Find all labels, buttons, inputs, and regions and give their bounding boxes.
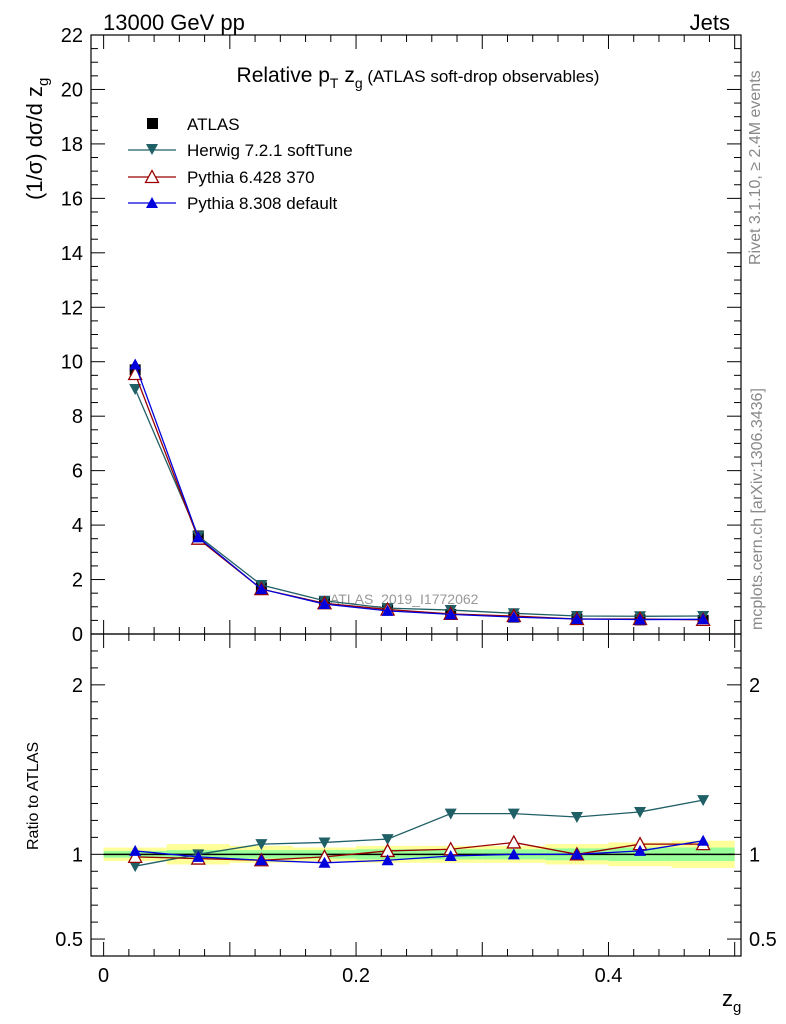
- ratio-point-pythia8: [129, 844, 142, 856]
- ratio-point-pythia8: [318, 856, 331, 868]
- ratio-y-tick-label-right: 0.5: [749, 929, 777, 951]
- legend-marker-pythia6: [144, 169, 160, 184]
- main-line-pythia8: [134, 364, 704, 621]
- ratio-line-pythia8: [135, 840, 704, 864]
- main-point-herwig: [129, 383, 142, 395]
- main-y-tick-label: 14: [61, 243, 83, 265]
- main-point-pythia8: [129, 358, 142, 370]
- ratio-point-herwig: [129, 861, 142, 873]
- legend-label-herwig: Herwig 7.2.1 softTune: [187, 141, 353, 160]
- main-series-pythia8: [129, 358, 710, 625]
- ratio-point-herwig: [381, 834, 394, 846]
- ratio-point-herwig: [507, 808, 520, 820]
- main-point-pythia8: [255, 583, 268, 595]
- ratio-x-tick-label: 0.4: [595, 965, 623, 987]
- main-y-tick-label: 6: [72, 461, 83, 483]
- header-right: Jets: [690, 10, 730, 35]
- legend-entry-pythia8: Pythia 8.308 default: [128, 194, 338, 213]
- ratio-series-herwig: [129, 795, 710, 873]
- main-y-axis-label: (1/σ) dσ/d zg: [22, 78, 52, 200]
- legend-label-pythia6: Pythia 6.428 370: [187, 168, 315, 187]
- ratio-point-herwig: [697, 795, 710, 807]
- ratio-point-herwig: [444, 808, 457, 820]
- legend-label-pythia8: Pythia 8.308 default: [187, 194, 338, 213]
- ratio-point-pythia8: [507, 848, 520, 860]
- legend: ATLAS Herwig 7.2.1 softTune Pythia 6.428…: [128, 115, 353, 213]
- main-point-pythia8: [507, 611, 520, 623]
- legend-marker-herwig: [146, 144, 158, 155]
- main-point-pythia8: [192, 531, 205, 543]
- main-y-tick-label: 22: [61, 25, 83, 47]
- main-point-pythia8: [570, 613, 583, 625]
- legend-entry-herwig: Herwig 7.2.1 softTune: [128, 141, 353, 160]
- main-panel: 0 2 4 6 8 10 12 14 16 18 20 22: [61, 25, 742, 646]
- ratio-x-tick-label: 0.2: [342, 965, 370, 987]
- main-y-tick-label: 10: [61, 352, 83, 374]
- legend-entry-pythia6: Pythia 6.428 370: [128, 168, 315, 187]
- ratio-point-pythia8: [444, 850, 457, 862]
- ratio-point-pythia6: [506, 834, 522, 849]
- main-point-pythia8: [444, 608, 457, 620]
- legend-entry-atlas: ATLAS: [147, 115, 240, 134]
- main-line-pythia6: [134, 373, 704, 621]
- ratio-frame: [90, 633, 742, 957]
- ratio-line-herwig: [135, 799, 704, 867]
- plot-title: Relative pT zg (ATLAS soft-drop observab…: [237, 64, 600, 91]
- main-point-pythia8: [318, 598, 331, 610]
- ratio-series-pythia8: [129, 834, 710, 868]
- main-series-atlas: [129, 364, 709, 626]
- mcplots-label: mcplots.cern.ch [arXiv:1306.3436]: [749, 388, 766, 630]
- rivet-label: Rivet 3.1.10, ≥ 2.4M events: [747, 70, 764, 265]
- ratio-point-pythia8: [381, 854, 394, 866]
- main-y-tick-label: 2: [72, 570, 83, 592]
- ratio-panel: 0 0.2 0.4 0.5 0.5 1 1 2 2: [55, 633, 777, 987]
- x-axis-label: zg: [722, 986, 741, 1016]
- main-y-tick-label: 20: [61, 79, 83, 101]
- ratio-point-herwig: [318, 837, 331, 849]
- ratio-point-pythia8: [697, 834, 710, 846]
- ratio-point-pythia8: [570, 848, 583, 860]
- legend-marker-atlas: [147, 118, 158, 129]
- main-y-tick-label: 16: [61, 188, 83, 210]
- ratio-x-tick-label: 0: [98, 965, 109, 987]
- ratio-point-herwig: [634, 806, 647, 818]
- main-point-pythia8: [634, 613, 647, 625]
- ratio-point-herwig: [255, 839, 268, 851]
- header-left: 13000 GeV pp: [103, 10, 245, 35]
- main-y-tick-label: 0: [72, 624, 83, 646]
- ratio-point-herwig: [570, 812, 583, 824]
- ratio-y-tick-label-right: 1: [749, 844, 760, 866]
- ratio-point-pythia8: [192, 850, 205, 862]
- ratio-point-pythia8: [255, 854, 268, 866]
- main-point-pythia8: [381, 604, 394, 616]
- ratio-y-tick-label: 2: [72, 675, 83, 697]
- main-series-pythia6: [127, 366, 711, 626]
- main-point-pythia8: [697, 613, 710, 625]
- ratio-point-pythia6: [127, 848, 143, 864]
- legend-marker-pythia8: [146, 197, 158, 208]
- main-series-herwig: [129, 383, 710, 623]
- main-y-tick-label: 12: [61, 297, 83, 319]
- ratio-y-tick-label: 1: [72, 844, 83, 866]
- main-y-tick-label: 18: [61, 134, 83, 156]
- analysis-tag: ATLAS_2019_I1772062: [330, 591, 479, 607]
- legend-label-atlas: ATLAS: [187, 115, 240, 134]
- ratio-y-tick-label-right: 2: [749, 675, 760, 697]
- ratio-y-axis-label: Ratio to ATLAS: [25, 742, 42, 850]
- main-line-herwig: [134, 388, 704, 617]
- main-y-tick-label: 4: [72, 515, 83, 537]
- main-y-tick-label: 8: [72, 406, 83, 428]
- ratio-y-tick-label: 0.5: [55, 929, 83, 951]
- ratio-point-pythia8: [634, 844, 647, 856]
- ratio-line-pythia6: [135, 841, 704, 861]
